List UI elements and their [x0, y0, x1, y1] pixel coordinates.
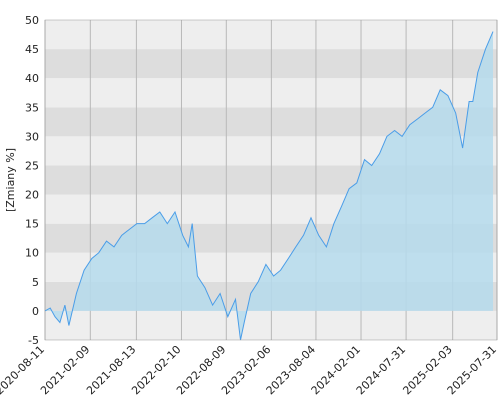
y-tick-label: -5 [28, 334, 39, 347]
y-tick-label: 15 [25, 218, 39, 231]
y-tick-label: 10 [25, 247, 39, 260]
area [45, 31, 494, 340]
y-tick-label: 25 [25, 159, 39, 172]
y-tick-label: 40 [25, 72, 39, 85]
y-tick-label: 0 [32, 305, 39, 318]
y-tick-label: 50 [25, 14, 39, 27]
plot-frame [44, 19, 498, 341]
y-tick-label: 5 [32, 276, 39, 289]
y-tick-label: 35 [25, 101, 39, 114]
y-tick-label: 30 [25, 130, 39, 143]
y-tick-label: 45 [25, 43, 39, 56]
y-axis-label: [Zmiany %] [4, 148, 17, 212]
line [44, 31, 494, 341]
y-tick-label: 20 [25, 189, 39, 202]
